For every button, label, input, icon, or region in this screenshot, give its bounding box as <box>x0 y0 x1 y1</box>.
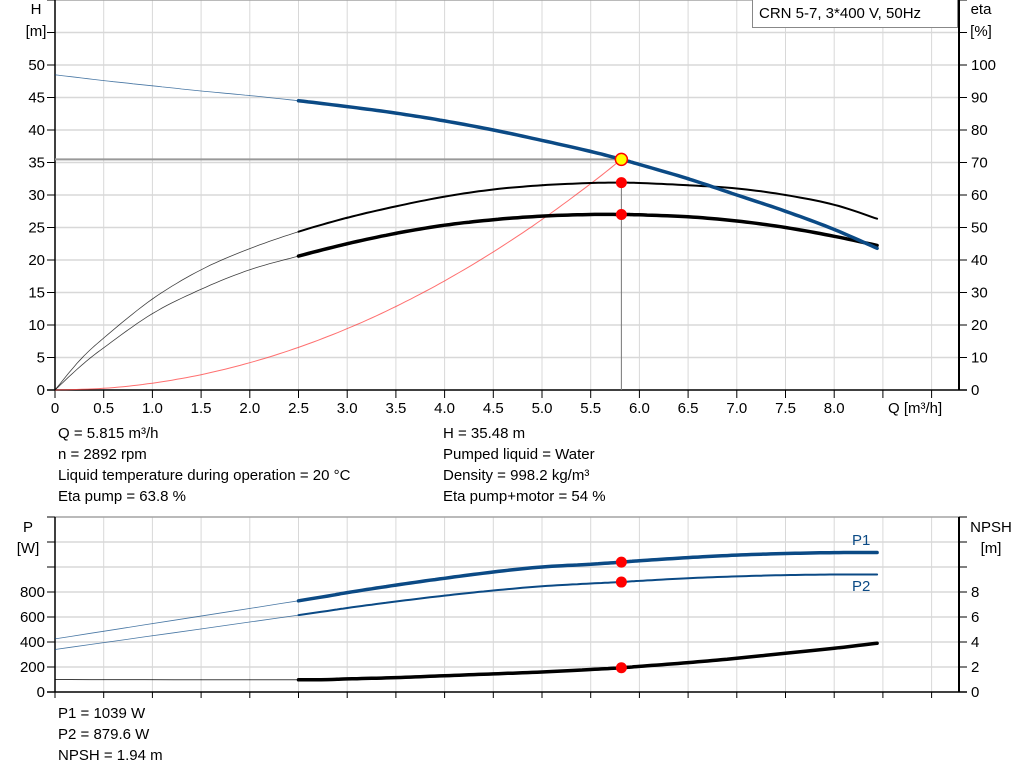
eta-pump-value: Eta pump = 63.8 % <box>58 488 186 505</box>
system-curve-extrapolated <box>54 159 622 391</box>
eta-pump-motor-operating-point <box>615 209 627 220</box>
eta-pump-curve-extrapolated <box>54 231 299 391</box>
y-axis-unit-left: [m] <box>26 23 47 40</box>
p2-series-label: P2 <box>852 578 870 595</box>
y-tick-label-left: 0 <box>37 382 45 399</box>
eta-pump-curve <box>297 181 879 233</box>
y-tick-label-left: 800 <box>20 584 45 601</box>
p2-value: P2 = 879.6 W <box>58 726 150 743</box>
x-tick-label: 1.0 <box>142 400 163 417</box>
results-right: H = 35.48 m Pumped liquid = Water Densit… <box>443 423 606 507</box>
y-tick-label-right: 0 <box>971 684 979 701</box>
x-tick-label: 5.5 <box>580 400 601 417</box>
y-tick-label-left: 400 <box>20 634 45 651</box>
y-tick-label-right: 80 <box>971 122 988 139</box>
p1-operating-point <box>615 556 627 568</box>
results-bottom: P1 = 1039 W P2 = 879.6 W NPSH = 1.94 m <box>58 703 163 766</box>
y-tick-label-left: 200 <box>20 659 45 676</box>
y-tick-label-right: 60 <box>971 187 988 204</box>
y-axis-unit-left: [W] <box>17 540 40 557</box>
y-tick-label-right: 100 <box>971 57 996 74</box>
y-tick-label-right: 8 <box>971 584 979 601</box>
p2-curve <box>297 573 879 617</box>
x-tick-label: 4.5 <box>483 400 504 417</box>
head-value: H = 35.48 m <box>443 425 526 442</box>
y-tick-label-right: 10 <box>971 350 988 367</box>
y-tick-label-right: 30 <box>971 285 988 302</box>
x-tick-label: 5.0 <box>532 400 553 417</box>
x-tick-label: 6.0 <box>629 400 650 417</box>
y-tick-label-left: 25 <box>28 220 45 237</box>
y-axis-unit-right: [m] <box>981 540 1002 557</box>
x-tick-label: 7.0 <box>726 400 747 417</box>
eta-pump-operating-point <box>615 177 627 189</box>
eta-pump-motor-curve-extrapolated <box>54 255 299 391</box>
y-axis-label-left: H <box>31 1 42 18</box>
flow-value: Q = 5.815 m³/h <box>58 425 159 442</box>
y-tick-label-right: 20 <box>971 317 988 334</box>
npsh-operating-point <box>615 662 627 674</box>
y-tick-label-right: 70 <box>971 155 988 172</box>
x-tick-label: 7.5 <box>775 400 796 417</box>
x-tick-label: 8.0 <box>824 400 845 417</box>
y-axis-label-left: P <box>23 519 33 536</box>
y-tick-label-right: 4 <box>971 634 979 651</box>
npsh-curve <box>296 641 879 682</box>
p1-series-label: P1 <box>852 532 870 549</box>
y-tick-label-right: 40 <box>971 252 988 269</box>
pumped-liquid-value: Pumped liquid = Water <box>443 446 595 463</box>
head-curve-extrapolated <box>54 74 299 102</box>
y-tick-label-right: 90 <box>971 90 988 107</box>
y-tick-label-left: 0 <box>37 684 45 701</box>
y-tick-label-left: 30 <box>28 187 45 204</box>
y-tick-label-left: 40 <box>28 122 45 139</box>
eta-pump-motor-curve <box>296 212 879 258</box>
y-axis-label-right: eta <box>971 1 993 18</box>
y-axis-label-right: NPSH <box>970 519 1012 536</box>
y-tick-label-left: 600 <box>20 609 45 626</box>
y-tick-label-left: 15 <box>28 285 45 302</box>
duty-point-marker <box>614 152 629 167</box>
x-tick-label: 3.0 <box>337 400 358 417</box>
y-tick-label-left: 5 <box>37 350 45 367</box>
speed-value: n = 2892 rpm <box>58 446 147 463</box>
y-tick-label-left: 35 <box>28 155 45 172</box>
y-tick-label-right: 50 <box>971 220 988 237</box>
x-tick-label: 3.5 <box>385 400 406 417</box>
y-tick-label-left: 10 <box>28 317 45 334</box>
p1-value: P1 = 1039 W <box>58 705 146 722</box>
y-tick-label-left: 20 <box>28 252 45 269</box>
y-tick-label-right: 6 <box>971 609 979 626</box>
x-tick-label: 0 <box>51 400 59 417</box>
pump-title-box: CRN 5-7, 3*400 V, 50Hz <box>752 0 958 28</box>
p2-operating-point <box>615 576 627 588</box>
x-axis-label: Q [m³/h] <box>888 400 942 417</box>
x-tick-label: 2.0 <box>239 400 260 417</box>
x-tick-label: 6.5 <box>678 400 699 417</box>
y-tick-label-right: 0 <box>971 382 979 399</box>
p2-curve-extrapolated <box>54 614 299 650</box>
x-tick-label: 1.5 <box>191 400 212 417</box>
p1-curve-extrapolated <box>54 600 299 640</box>
liquid-temperature-value: Liquid temperature during operation = 20… <box>58 467 351 484</box>
x-tick-label: 2.5 <box>288 400 309 417</box>
npsh-value: NPSH = 1.94 m <box>58 747 163 764</box>
results-left: Q = 5.815 m³/h n = 2892 rpm Liquid tempe… <box>58 423 350 507</box>
p1-curve <box>296 550 879 603</box>
y-axis-unit-right: [%] <box>970 23 992 40</box>
y-tick-label-left: 50 <box>28 57 45 74</box>
x-tick-label: 4.0 <box>434 400 455 417</box>
x-tick-label: 0.5 <box>93 400 114 417</box>
eta-pump-motor-value: Eta pump+motor = 54 % <box>443 488 606 505</box>
head-curve <box>296 99 879 251</box>
y-tick-label-right: 2 <box>971 659 979 676</box>
y-tick-label-left: 45 <box>28 90 45 107</box>
density-value: Density = 998.2 kg/m³ <box>443 467 590 484</box>
